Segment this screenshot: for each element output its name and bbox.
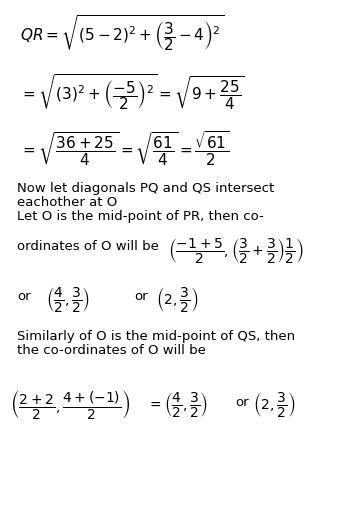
Text: $= \sqrt{\dfrac{36+25}{4}} = \sqrt{\dfrac{61}{4}} = \dfrac{\sqrt{61}}{2}$: $= \sqrt{\dfrac{36+25}{4}} = \sqrt{\dfra… (20, 129, 230, 168)
Text: $= \left(\dfrac{4}{2}, \dfrac{3}{2}\right)$: $= \left(\dfrac{4}{2}, \dfrac{3}{2}\righ… (147, 390, 208, 419)
Text: Similarly of O is the mid-point of QS, then: Similarly of O is the mid-point of QS, t… (17, 330, 295, 344)
Text: eachother at O: eachother at O (17, 196, 117, 209)
Text: the co-ordinates of O will be: the co-ordinates of O will be (17, 344, 206, 357)
Text: or: or (134, 290, 147, 304)
Text: Let O is the mid-point of PR, then co-: Let O is the mid-point of PR, then co- (17, 209, 264, 223)
Text: $\left(\dfrac{4}{2}, \dfrac{3}{2}\right)$: $\left(\dfrac{4}{2}, \dfrac{3}{2}\right)… (46, 285, 90, 314)
Text: $\left(\dfrac{-1+5}{2}, \left(\dfrac{3}{2}+\dfrac{3}{2}\right)\dfrac{1}{2}\right: $\left(\dfrac{-1+5}{2}, \left(\dfrac{3}{… (168, 237, 303, 265)
Text: Now let diagonals PQ and QS intersect: Now let diagonals PQ and QS intersect (17, 182, 274, 195)
Text: ordinates of O will be: ordinates of O will be (17, 240, 159, 253)
Text: $QR = \sqrt{(5-2)^2 + \left(\dfrac{3}{2}-4\right)^2}$: $QR = \sqrt{(5-2)^2 + \left(\dfrac{3}{2}… (20, 13, 224, 53)
Text: $\left(\dfrac{2+2}{2}, \dfrac{4+(-1)}{2}\right)$: $\left(\dfrac{2+2}{2}, \dfrac{4+(-1)}{2}… (10, 388, 130, 421)
Text: $\left(2, \dfrac{3}{2}\right)$: $\left(2, \dfrac{3}{2}\right)$ (253, 390, 295, 419)
Text: $\left(2, \dfrac{3}{2}\right)$: $\left(2, \dfrac{3}{2}\right)$ (156, 285, 198, 314)
Text: or: or (236, 396, 249, 410)
Text: $= \sqrt{(3)^2 + \left(\dfrac{-5}{2}\right)^2} = \sqrt{9 + \dfrac{25}{4}}$: $= \sqrt{(3)^2 + \left(\dfrac{-5}{2}\rig… (20, 72, 245, 112)
Text: or: or (17, 290, 31, 304)
